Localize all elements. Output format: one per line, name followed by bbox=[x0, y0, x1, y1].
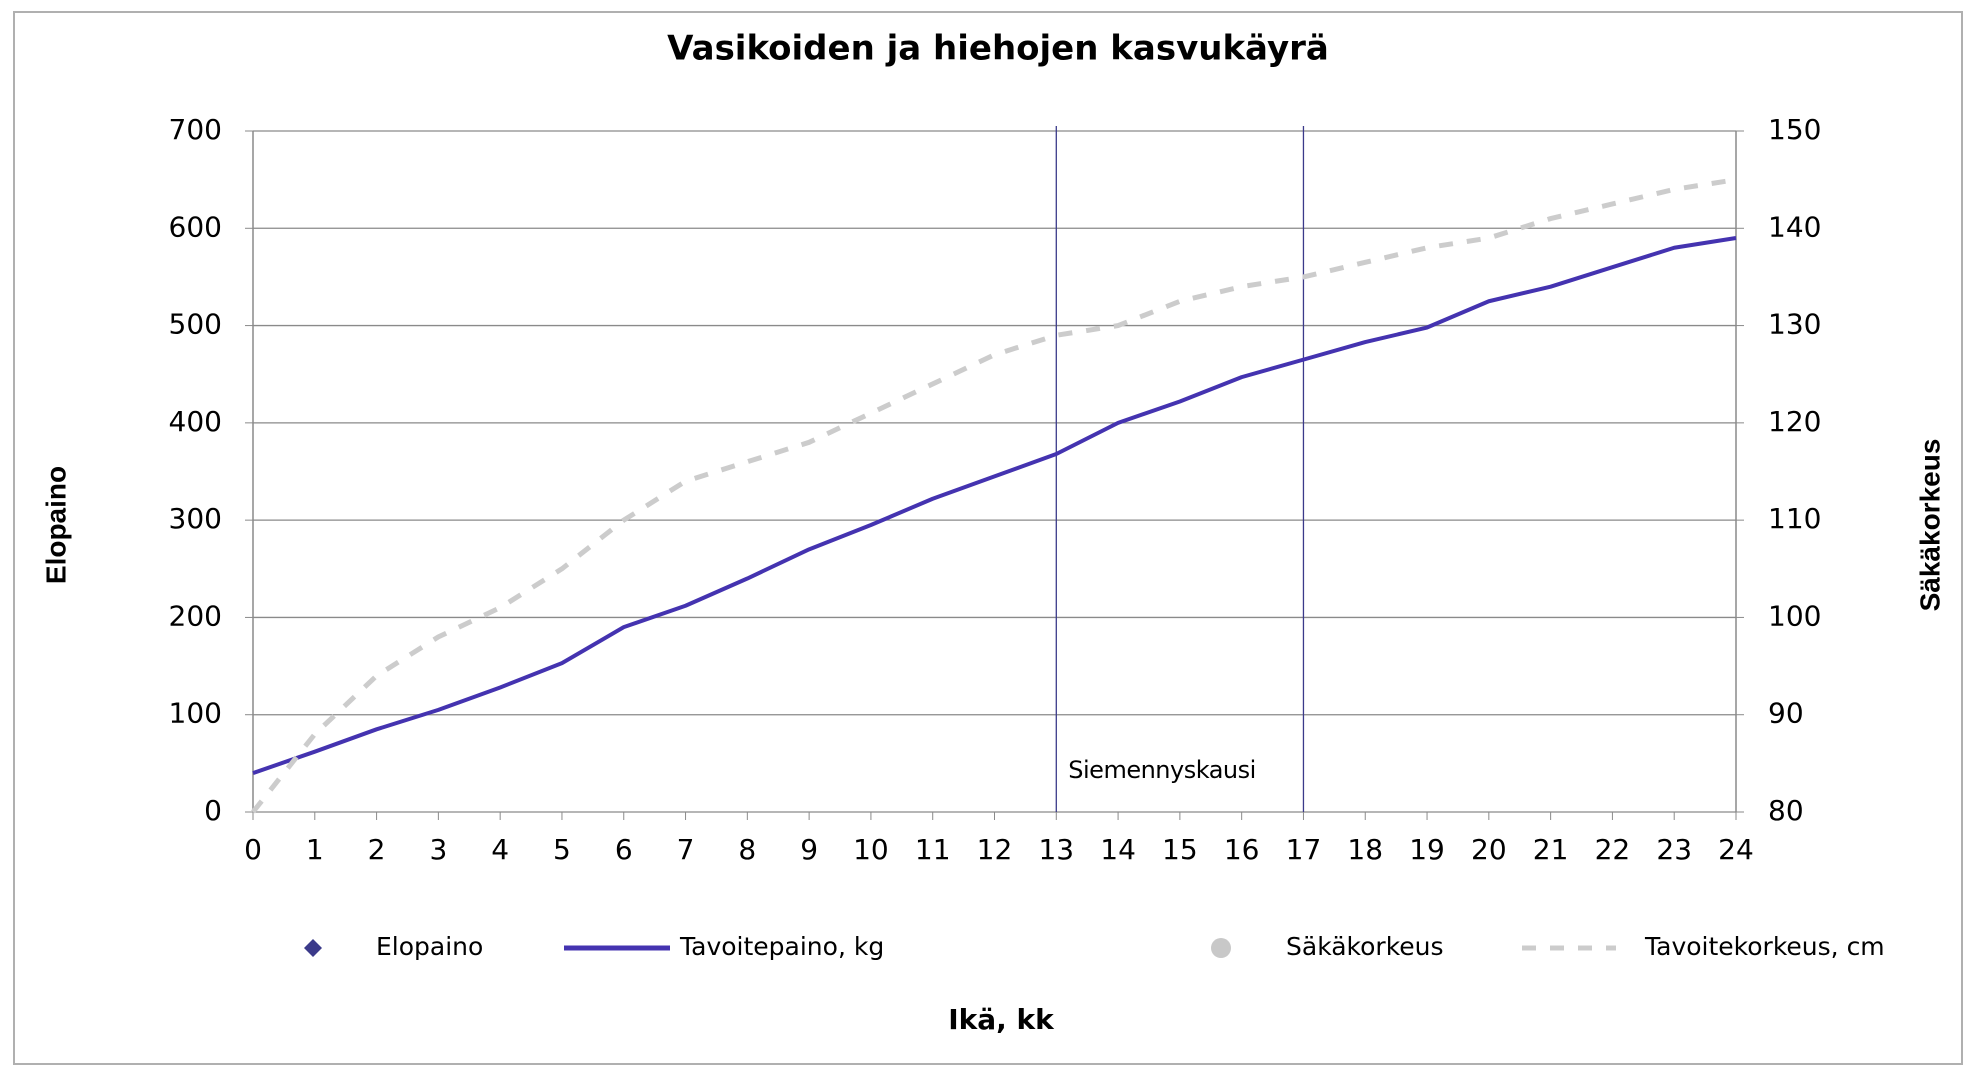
y-tick-label: 700 bbox=[169, 113, 222, 146]
x-tick-label: 3 bbox=[429, 833, 447, 866]
x-tick-label: 2 bbox=[368, 833, 386, 866]
y2-tick-label: 150 bbox=[1768, 113, 1821, 146]
x-tick-label: 21 bbox=[1533, 833, 1569, 866]
x-tick-label: 6 bbox=[615, 833, 633, 866]
legend-label: Tavoitekorkeus, cm bbox=[1644, 932, 1885, 961]
annotation: Siemennyskausi bbox=[1068, 756, 1256, 784]
x-tick-label: 19 bbox=[1409, 833, 1445, 866]
y2-tick-label: 140 bbox=[1768, 210, 1821, 243]
legend-marker bbox=[304, 939, 322, 957]
y2-tick-label: 120 bbox=[1768, 405, 1821, 438]
x-tick-label: 10 bbox=[853, 833, 889, 866]
y-tick-label: 600 bbox=[169, 210, 222, 243]
x-axis-label: Ikä, kk bbox=[948, 1003, 1055, 1036]
x-tick-label: 1 bbox=[306, 833, 324, 866]
chart-title: Vasikoiden ja hiehojen kasvukäyrä bbox=[667, 29, 1329, 69]
x-tick-label: 16 bbox=[1224, 833, 1260, 866]
x-tick-label: 12 bbox=[977, 833, 1013, 866]
x-tick-label: 8 bbox=[738, 833, 756, 866]
chart-frame bbox=[13, 11, 1963, 1065]
y-axis-label: Elopaino bbox=[40, 466, 71, 584]
y-tick-label: 300 bbox=[169, 502, 222, 535]
x-tick-label: 13 bbox=[1038, 833, 1074, 866]
x-tick-label: 14 bbox=[1100, 833, 1136, 866]
y2-tick-label: 110 bbox=[1768, 502, 1821, 535]
x-tick-label: 18 bbox=[1347, 833, 1383, 866]
y-tick-label: 200 bbox=[169, 599, 222, 632]
x-tick-label: 7 bbox=[677, 833, 695, 866]
x-tick-label: 0 bbox=[244, 833, 262, 866]
x-tick-label: 24 bbox=[1718, 833, 1754, 866]
y2-axis-label: Säkäkorkeus bbox=[1914, 439, 1945, 612]
y2-tick-label: 130 bbox=[1768, 308, 1821, 341]
x-tick-label: 23 bbox=[1656, 833, 1692, 866]
legend-label: Elopaino bbox=[376, 932, 483, 961]
y-tick-label: 400 bbox=[169, 405, 222, 438]
y-tick-label: 100 bbox=[169, 697, 222, 730]
y-tick-label: 0 bbox=[204, 794, 222, 827]
x-tick-label: 15 bbox=[1162, 833, 1198, 866]
y2-tick-label: 80 bbox=[1768, 794, 1804, 827]
x-tick-label: 11 bbox=[915, 833, 951, 866]
y-tick-label: 500 bbox=[169, 308, 222, 341]
legend-label: Tavoitepaino, kg bbox=[679, 932, 884, 961]
y2-tick-label: 90 bbox=[1768, 697, 1804, 730]
x-tick-label: 17 bbox=[1286, 833, 1322, 866]
legend-label: Säkäkorkeus bbox=[1286, 932, 1444, 961]
series-line bbox=[252, 236, 1737, 775]
x-tick-label: 20 bbox=[1471, 833, 1507, 866]
y2-tick-label: 100 bbox=[1768, 599, 1821, 632]
x-tick-label: 22 bbox=[1595, 833, 1631, 866]
x-tick-label: 5 bbox=[553, 833, 571, 866]
x-tick-label: 4 bbox=[491, 833, 509, 866]
legend-marker bbox=[1211, 938, 1231, 958]
x-tick-label: 9 bbox=[800, 833, 818, 866]
